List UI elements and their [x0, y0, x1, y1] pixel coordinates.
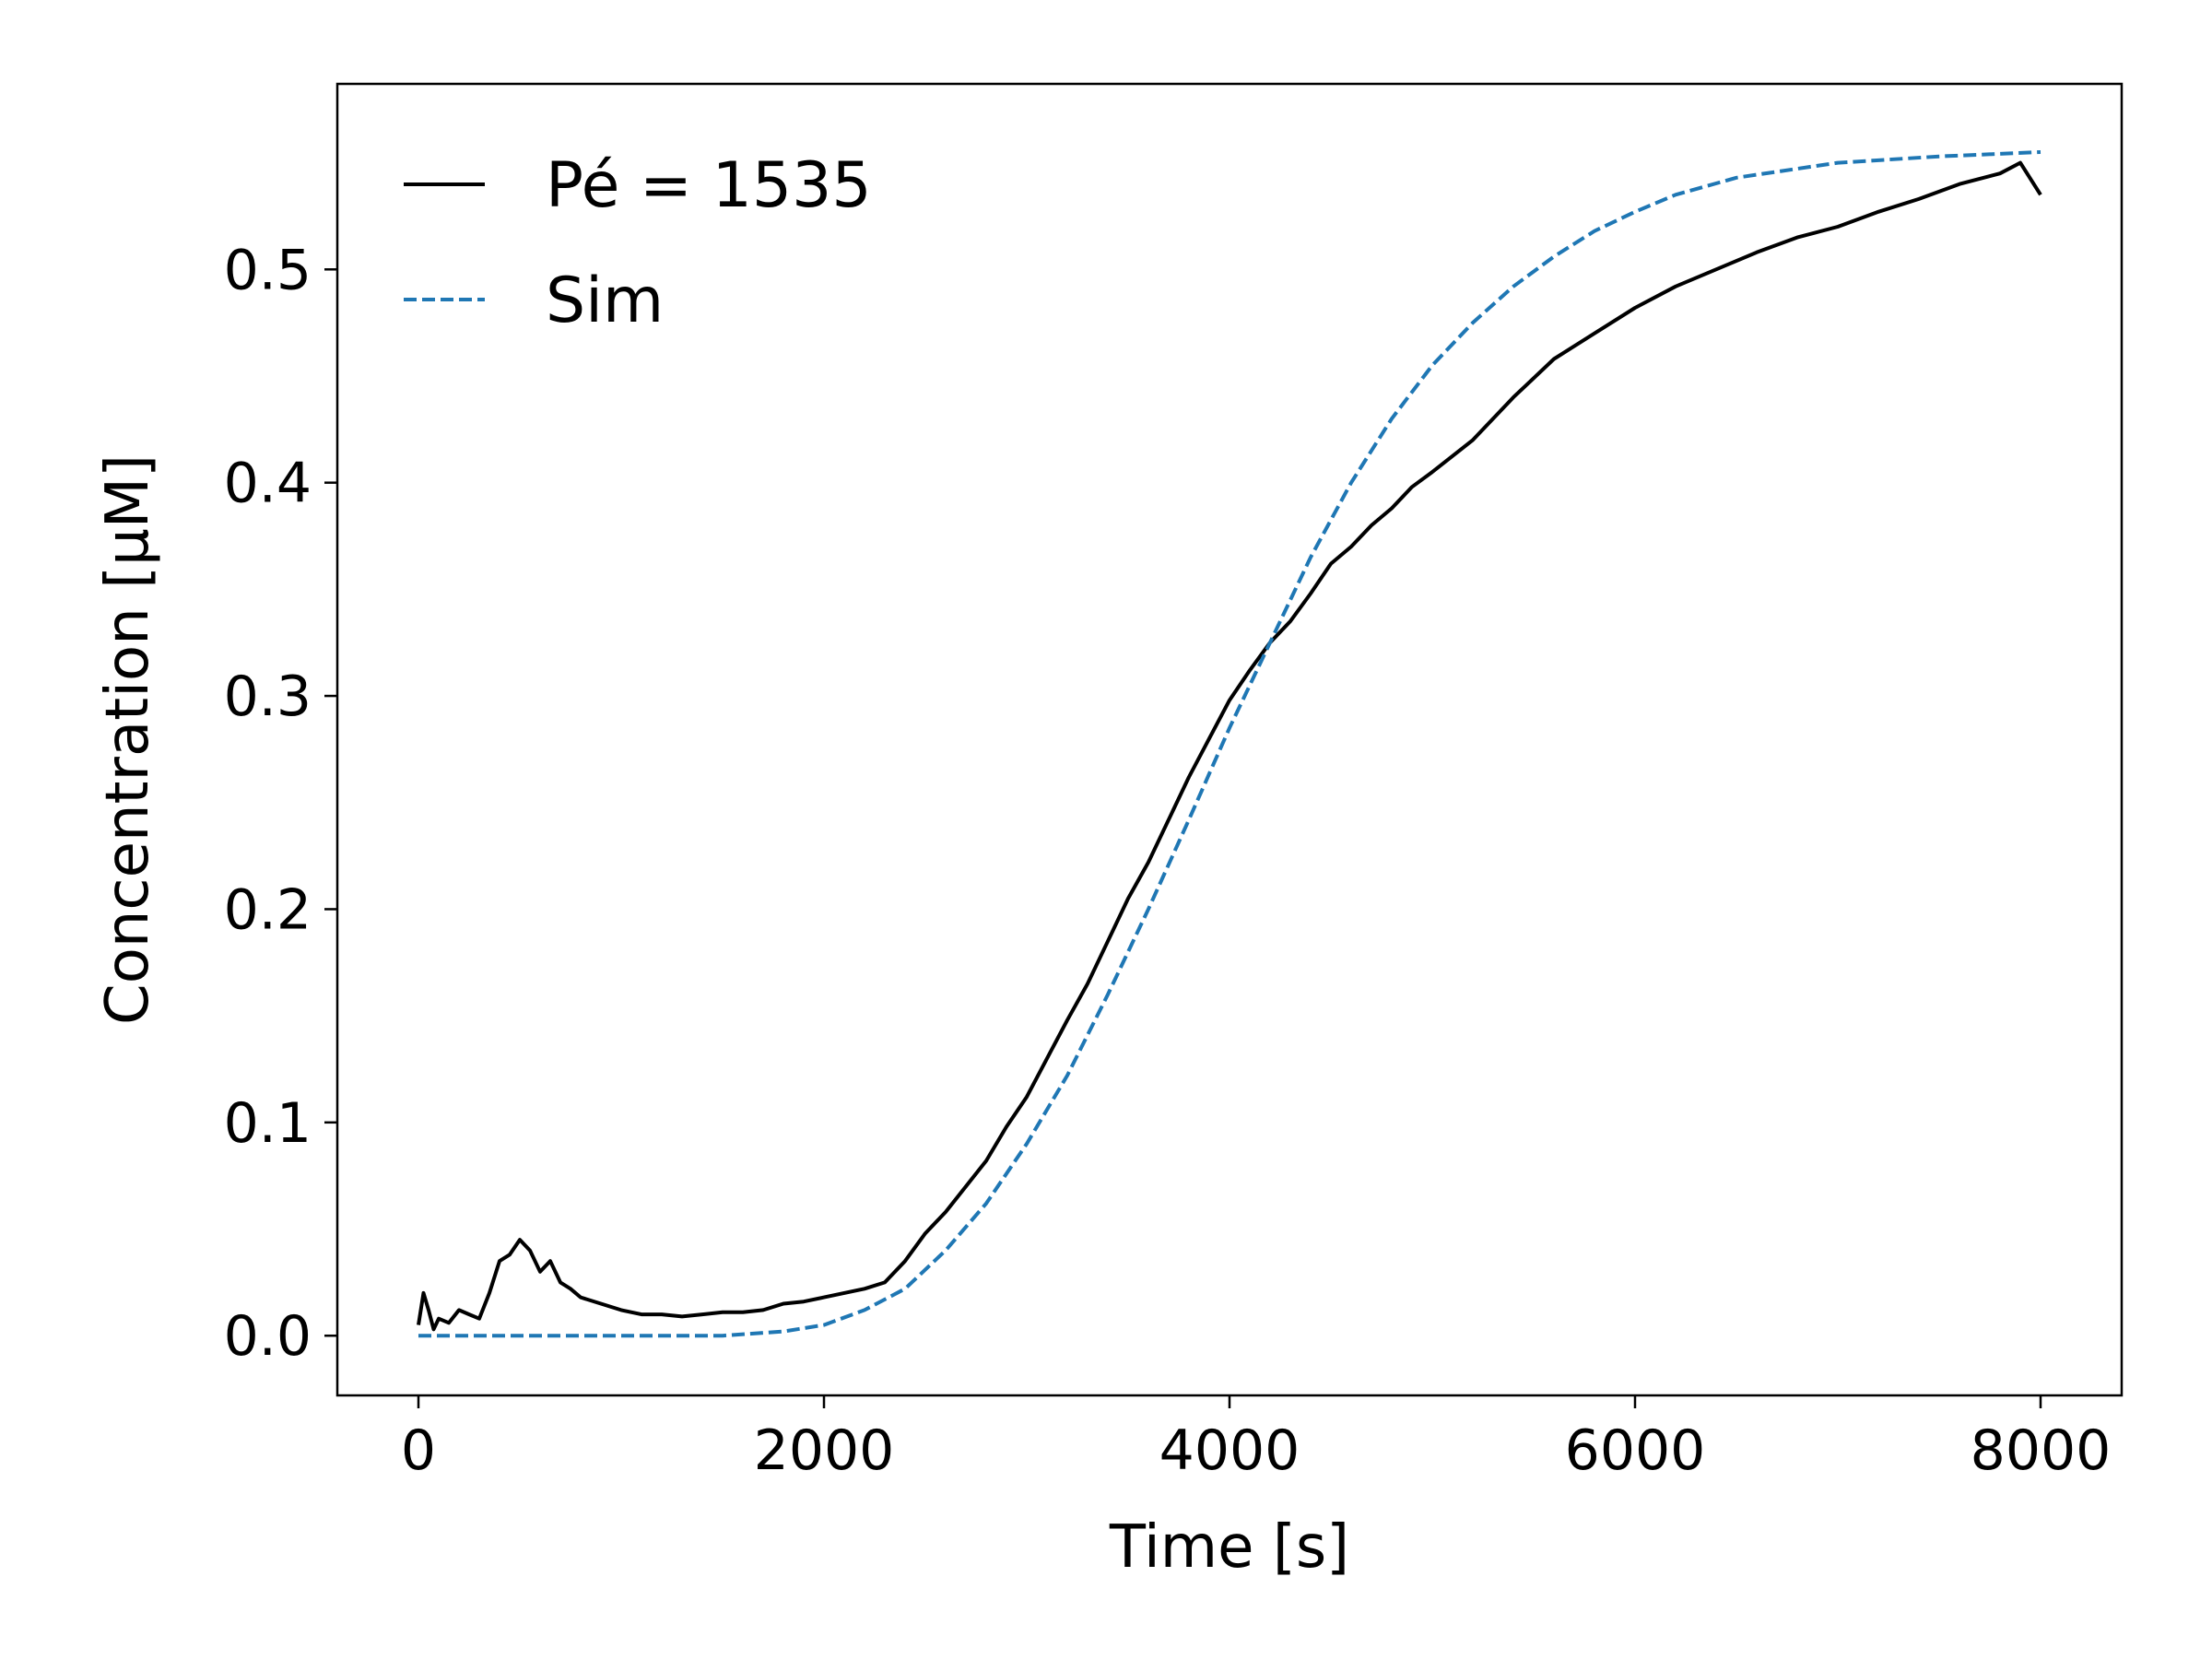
y-axis: 0.0 0.1 0.2 0.3 0.4 0.5	[224, 238, 337, 1369]
x-tick-label: 0	[401, 1418, 436, 1483]
x-axis-label: Time [s]	[1109, 1513, 1349, 1582]
series-line-1	[417, 160, 2042, 1332]
y-tick-label: 0.2	[224, 877, 312, 942]
x-tick-label: 2000	[754, 1418, 895, 1483]
x-tick-label: 6000	[1565, 1418, 1706, 1483]
y-tick-label: 0.5	[224, 238, 312, 302]
y-tick-label: 0.0	[224, 1304, 312, 1369]
series-line-2	[418, 150, 2041, 1338]
x-axis: 0 2000 4000 6000 8000	[401, 1395, 2111, 1483]
x-tick-label: 4000	[1159, 1418, 1300, 1483]
legend-label: Sim	[546, 265, 664, 337]
y-tick-label: 0.1	[224, 1091, 312, 1156]
y-axis-label: Concentration [μM]	[94, 454, 162, 1025]
y-tick-label: 0.3	[224, 665, 312, 729]
legend-label: Pé = 1535	[546, 149, 872, 222]
y-tick-label: 0.4	[224, 452, 312, 516]
plot-series-layer	[417, 150, 2042, 1338]
legend: Pé = 1535 Sim	[404, 149, 872, 337]
x-tick-label: 8000	[1971, 1418, 2112, 1483]
